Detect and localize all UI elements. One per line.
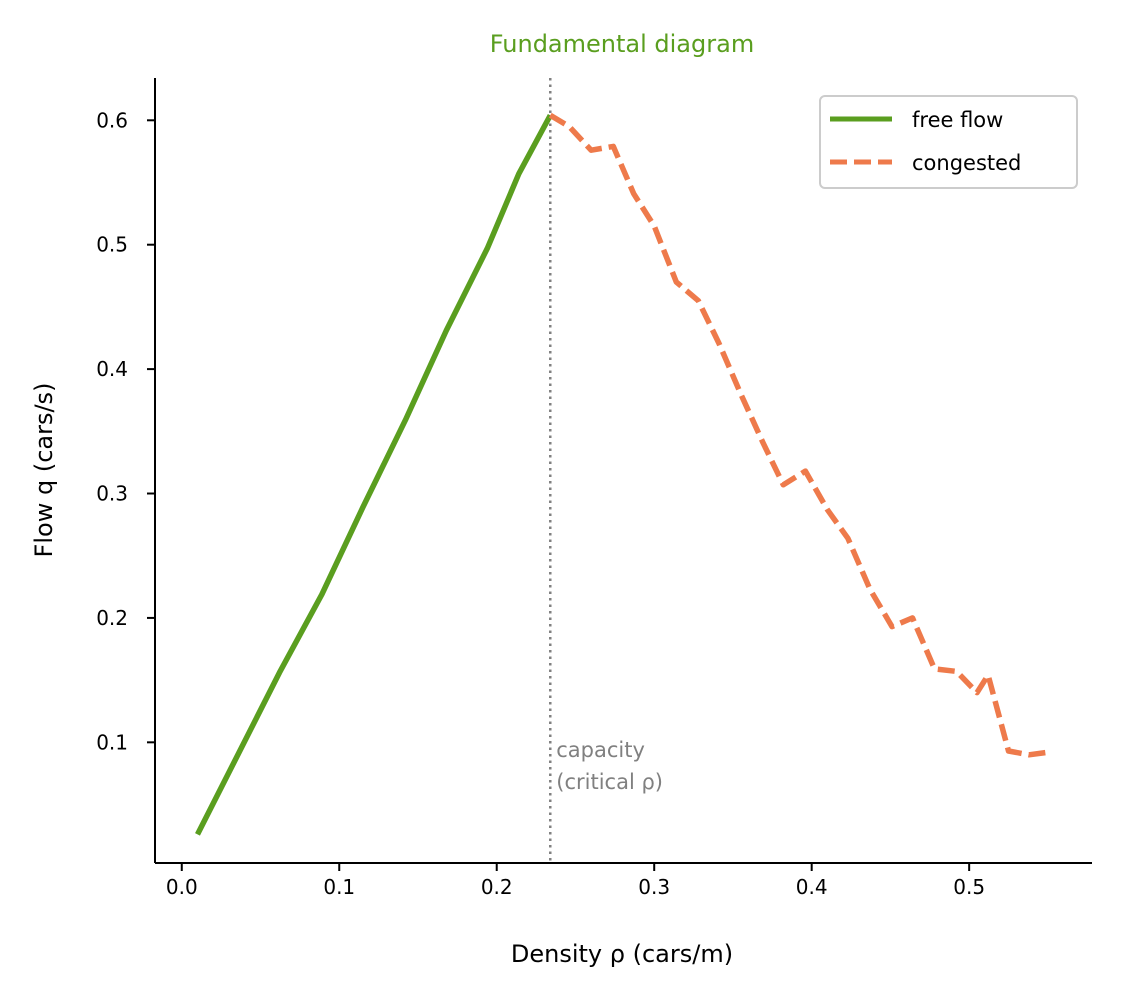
- y-axis-ticks: 0.1 0.2 0.3 0.4 0.5 0.6: [96, 108, 155, 754]
- legend-label-free-flow: free flow: [912, 108, 1003, 132]
- series-layer: [195, 112, 1049, 836]
- series-congested-line: [548, 112, 1049, 758]
- series-free-flow-line: [195, 113, 553, 836]
- capacity-annotation-line: capacity: [556, 738, 645, 762]
- plot-area: capacity (critical ρ): [195, 78, 1049, 863]
- y-tick-label: 0.5: [96, 233, 128, 257]
- x-tick-label: 0.1: [323, 875, 355, 899]
- x-axis-ticks: 0.0 0.1 0.2 0.3 0.4 0.5: [166, 863, 985, 899]
- chart-title: Fundamental diagram: [490, 30, 754, 58]
- y-axis-label: Flow q (cars/s): [30, 383, 58, 558]
- x-axis-label: Density ρ (cars/m): [511, 940, 733, 968]
- capacity-annotation-line: (critical ρ): [556, 770, 663, 794]
- y-tick-label: 0.2: [96, 606, 128, 630]
- x-tick-label: 0.2: [481, 875, 513, 899]
- x-tick-label: 0.0: [166, 875, 198, 899]
- legend: free flow congested: [819, 95, 1078, 189]
- axes: 0.0 0.1 0.2 0.3 0.4 0.5 0.1 0.2 0.3 0.4 0.5 0.6: [96, 78, 1092, 899]
- capacity-annotation: capacity (critical ρ): [556, 738, 663, 794]
- y-tick-label: 0.1: [96, 730, 128, 754]
- y-tick-label: 0.3: [96, 482, 128, 506]
- x-tick-label: 0.5: [953, 875, 985, 899]
- y-tick-label: 0.4: [96, 357, 128, 381]
- x-tick-label: 0.4: [796, 875, 828, 899]
- legend-label-congested: congested: [912, 151, 1021, 175]
- x-tick-label: 0.3: [638, 875, 670, 899]
- y-tick-label: 0.6: [96, 108, 128, 132]
